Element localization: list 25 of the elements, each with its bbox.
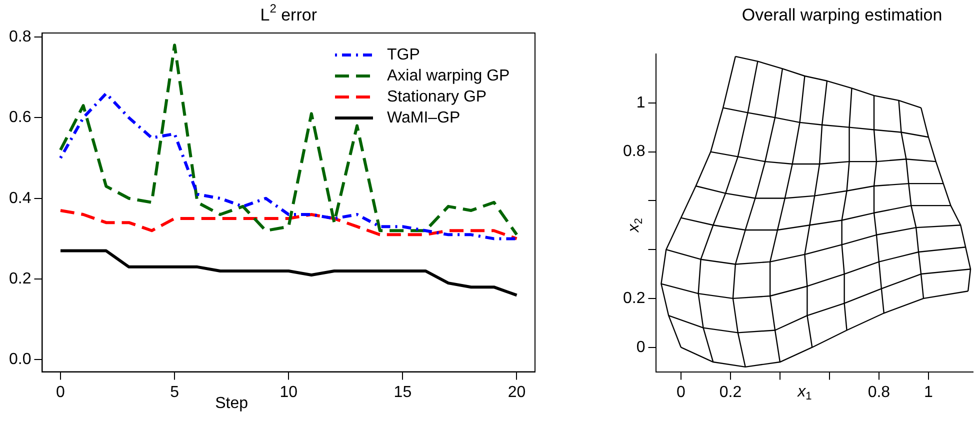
x-tick-label: 20 [508,384,526,401]
x-tick-label: 0 [56,384,66,401]
y-tick-label: 0.8 [8,28,32,46]
chart-title: Overall warping estimation [742,6,942,25]
y-tick-label: 0.0 [8,351,32,368]
y-axis-title: x2 [626,218,646,234]
x-tick-label: 0.2 [719,384,742,401]
legend-label: TGP [387,46,420,64]
y-tick-label: 0.6 [8,109,32,126]
y-tick-label: 0.2 [8,270,32,288]
y-tick-label: 1 [636,94,646,112]
y-tick-label: 0.2 [622,290,646,307]
legend-label: Stationary GP [387,88,487,106]
y-tick-label: 0.8 [622,143,646,160]
legend-label: WaMI–GP [387,109,460,126]
x-tick-label: 5 [170,384,180,401]
x-tick-label: 15 [394,384,412,401]
y-tick-label: 0.4 [8,190,32,207]
y-tick-label: 0 [636,338,646,356]
legend-label: Axial warping GP [387,67,510,84]
x-tick-label: 0 [676,384,686,401]
x-tick-label: 10 [280,384,298,401]
x-tick-label: 1 [924,384,934,401]
x-axis-title: Step [215,395,248,412]
x-tick-label: 0.8 [868,384,890,401]
